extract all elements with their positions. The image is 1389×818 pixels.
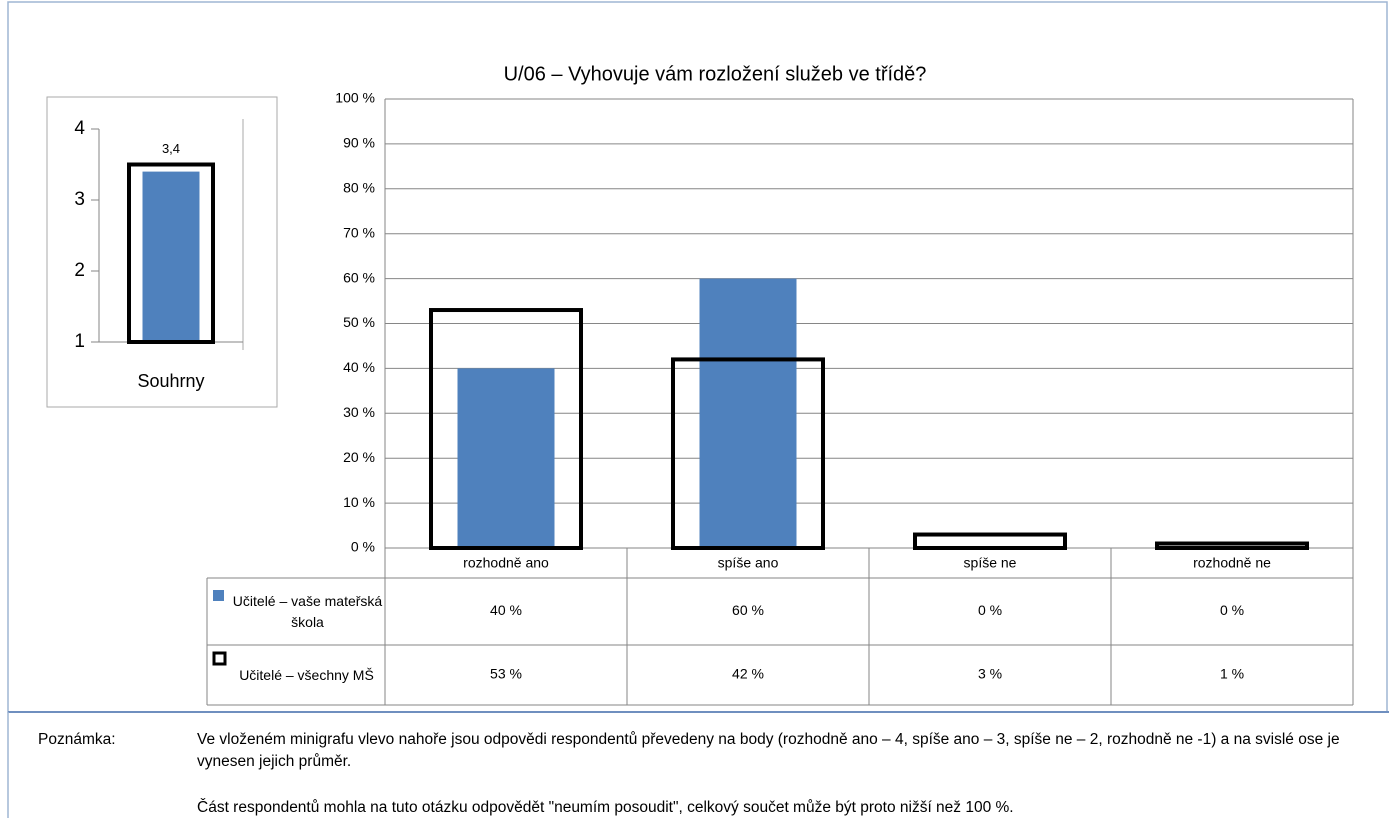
y-tick-label: 70 % (343, 224, 375, 240)
y-tick-label: 40 % (343, 359, 375, 375)
y-tick-label: 30 % (343, 404, 375, 420)
legend-label: Učitelé – vaše mateřská škola (232, 592, 383, 630)
y-tick-label: 80 % (343, 180, 375, 196)
y-tick-label: 2 (74, 260, 85, 281)
bar-outline (913, 532, 1067, 551)
data-label: 40 % (490, 602, 522, 618)
y-tick-label: 1 (74, 331, 85, 352)
data-label: 3,4 (162, 141, 180, 156)
legend-label: Učitelé – všechny MŠ (239, 666, 374, 683)
data-label: 1 % (1220, 666, 1244, 682)
data-label: 60 % (732, 602, 764, 618)
data-label: 53 % (490, 666, 522, 682)
x-tick-label: spíše ne (964, 555, 1017, 571)
note-label: Poznámka: (38, 731, 116, 748)
y-tick-label: 100 % (335, 90, 375, 106)
x-tick-label: spíše ano (718, 555, 779, 571)
bar-outline (1155, 541, 1309, 551)
y-tick-label: 50 % (343, 314, 375, 330)
bar-outline (671, 357, 825, 551)
bar-outline (127, 162, 215, 344)
bar (457, 368, 555, 548)
data-label: 42 % (732, 666, 764, 682)
data-label: 0 % (1220, 602, 1244, 618)
note-text: Část respondentů mohla na tuto otázku od… (197, 799, 1014, 816)
y-tick-label: 20 % (343, 449, 375, 465)
note-text: Ve vloženém minigrafu vlevo nahoře jsou … (197, 731, 1340, 770)
legend-swatch (212, 651, 227, 666)
bar (142, 171, 200, 342)
data-label: 0 % (978, 602, 1002, 618)
bar (699, 278, 797, 548)
x-tick-label: rozhodně ano (463, 555, 549, 571)
legend-swatch (213, 590, 224, 601)
y-tick-label: 10 % (343, 494, 375, 510)
y-tick-label: 4 (74, 118, 85, 139)
y-tick-label: 90 % (343, 135, 375, 151)
y-tick-label: 0 % (351, 539, 375, 555)
x-tick-label: rozhodně ne (1193, 555, 1271, 571)
chart-title: U/06 – Vyhovuje vám rozložení služeb ve … (504, 63, 927, 85)
bar-outline (429, 308, 583, 550)
y-tick-label: 60 % (343, 269, 375, 285)
x-tick-label: Souhrny (137, 371, 204, 391)
data-label: 3 % (978, 666, 1002, 682)
y-tick-label: 3 (74, 189, 85, 210)
